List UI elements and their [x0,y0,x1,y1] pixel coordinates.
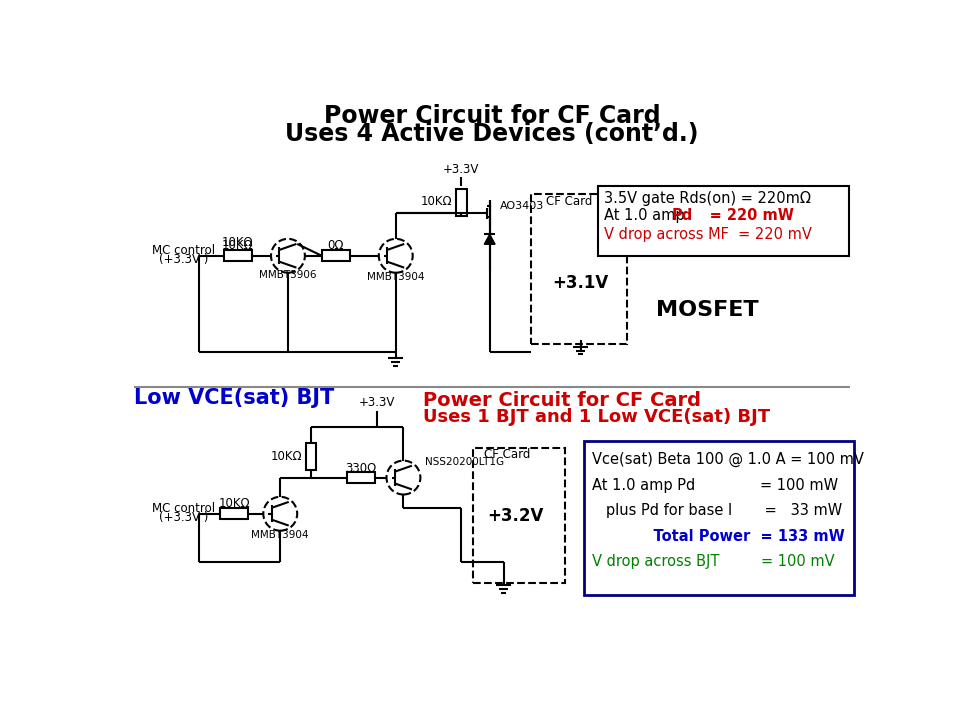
Text: (+3.3V ): (+3.3V ) [159,511,208,524]
Text: +3.2V: +3.2V [487,507,543,525]
Text: Uses 1 BJT and 1 Low VCE(sat) BJT: Uses 1 BJT and 1 Low VCE(sat) BJT [422,408,770,426]
Text: Power Circuit for CF Card: Power Circuit for CF Card [324,104,660,127]
Text: CF Card: CF Card [546,195,592,208]
Bar [472,449,565,583]
Text: 0Ω: 0Ω [327,239,344,252]
Text: +3.1V: +3.1V [552,274,609,292]
Text: MMBT3906: MMBT3906 [259,270,317,280]
Text: 10KΩ: 10KΩ [222,236,253,249]
Text: Uses 4 Active Devices (cont’d.): Uses 4 Active Devices (cont’d.) [285,122,699,146]
Bar [322,251,349,261]
Text: MC control: MC control [153,502,216,515]
Text: MMBT3904: MMBT3904 [252,529,309,539]
Text: 10KΩ: 10KΩ [420,195,452,208]
Text: At 1.0 amp: At 1.0 amp [605,208,689,223]
Text: MOSFET: MOSFET [657,300,759,320]
Text: 3.5V gate Rds(on) = 220mΩ: 3.5V gate Rds(on) = 220mΩ [605,191,811,205]
Bar [585,441,853,595]
Text: Power Circuit for CF Card: Power Circuit for CF Card [422,391,701,410]
Text: MMBT3904: MMBT3904 [367,272,424,282]
Text: AO3403: AO3403 [500,201,544,211]
Text: MC control: MC control [153,244,216,257]
Text: Pd: Pd [671,208,693,223]
Circle shape [379,239,413,273]
Text: Low VCE(sat) BJT: Low VCE(sat) BJT [134,388,334,408]
Text: +3.3V: +3.3V [443,163,479,176]
Bar [456,189,467,216]
Text: V drop across MF  = 220 mV: V drop across MF = 220 mV [605,227,812,242]
Text: 10KΩ: 10KΩ [270,449,301,462]
Text: 10KΩ: 10KΩ [222,239,253,252]
Text: (+3.3V ): (+3.3V ) [159,253,208,266]
Text: Vce(sat) Beta 100 @ 1.0 A = 100 mV: Vce(sat) Beta 100 @ 1.0 A = 100 mV [592,452,864,467]
Text: +3.3V: +3.3V [358,395,395,408]
Text: 10KΩ: 10KΩ [218,498,250,510]
Text: CF Card: CF Card [484,448,531,461]
Bar [531,194,627,344]
Text: V drop across BJT         = 100 mV: V drop across BJT = 100 mV [592,554,835,569]
Text: plus Pd for base I       =   33 mW: plus Pd for base I = 33 mW [592,503,842,518]
Circle shape [263,497,298,531]
Text: = 220 mW: = 220 mW [684,208,794,223]
Bar [305,443,317,470]
Text: At 1.0 amp Pd              = 100 mW: At 1.0 amp Pd = 100 mW [592,478,838,492]
Bar [224,251,252,261]
Bar [348,472,375,483]
Circle shape [271,239,305,273]
Circle shape [387,461,420,495]
Text: 330Ω: 330Ω [346,462,376,474]
Text: Total Power  = 133 mW: Total Power = 133 mW [592,528,845,544]
Polygon shape [484,234,495,244]
Bar [220,508,248,519]
Text: NSS20200LT1G: NSS20200LT1G [425,457,504,467]
Bar [598,186,849,256]
